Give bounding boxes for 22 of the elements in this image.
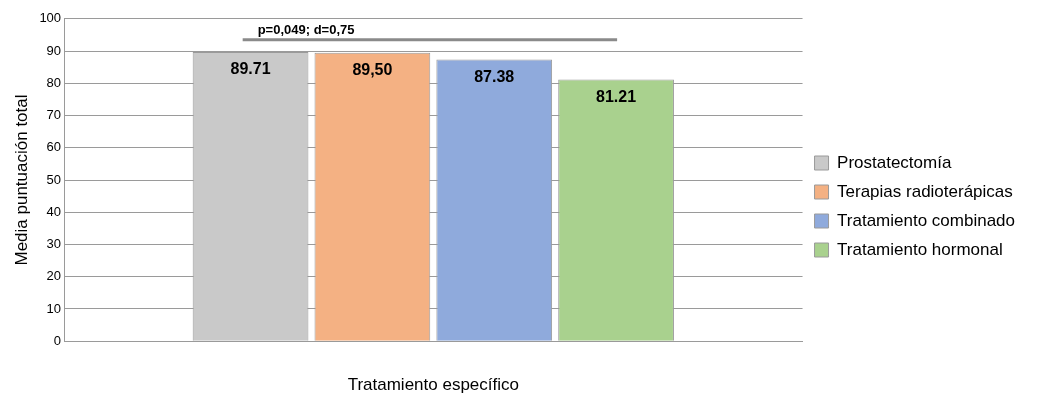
y-tick-label: 0 [53, 332, 62, 348]
y-tick-label: 90 [46, 42, 62, 58]
x-axis-title: Tratamiento específico [347, 375, 519, 395]
y-tick-label: 80 [46, 74, 62, 90]
data-label: 81.21 [596, 87, 637, 105]
y-tick-label: 20 [46, 268, 62, 284]
y-tick-label: 30 [46, 236, 62, 252]
y-tick-label: 60 [46, 139, 62, 155]
y-tick-label: 70 [46, 107, 62, 123]
data-label: 89,50 [352, 61, 393, 79]
y-tick-label: 100 [39, 10, 62, 26]
legend-label: Prostatectomía [837, 152, 952, 172]
y-tick-label: 40 [46, 203, 62, 219]
legend-label: Tratamiento hormonal [837, 239, 1003, 259]
legend-label: Tratamiento combinado [837, 210, 1016, 230]
y-tick-label: 10 [46, 300, 62, 316]
data-label: 89.71 [230, 60, 271, 78]
legend-label: Terapias radioterápicas [837, 181, 1013, 201]
data-label: 87.38 [474, 67, 515, 85]
y-axis-title: Media puntuación total [11, 94, 31, 266]
annotation: p=0,049; d=0,75 [257, 21, 355, 37]
y-tick-label: 50 [46, 171, 62, 187]
